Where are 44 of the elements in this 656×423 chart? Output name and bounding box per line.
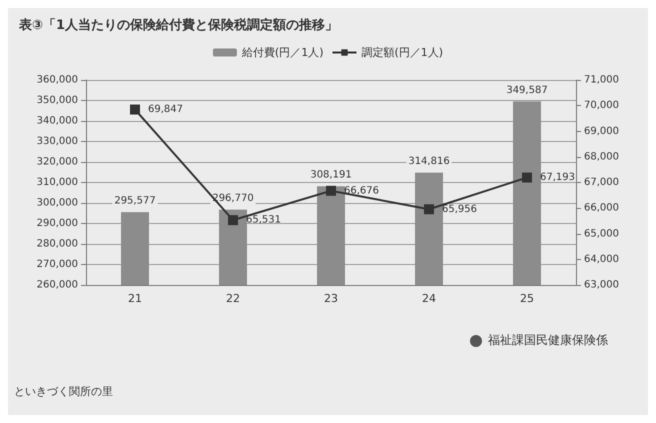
data-label: 308,191 xyxy=(310,170,352,181)
point xyxy=(130,104,140,115)
data-label: 67,193 xyxy=(540,172,575,184)
x-tick-label: 21 xyxy=(128,292,142,305)
data-label: 295,577 xyxy=(114,196,156,207)
legend-label: 給付費(円／1人) xyxy=(240,46,324,59)
y2-tick-label: 69,000 xyxy=(584,126,619,137)
y-tick-label: 280,000 xyxy=(36,238,78,250)
point xyxy=(522,172,532,183)
x-tick-label: 25 xyxy=(520,292,534,305)
y-tick-label: 350,000 xyxy=(36,95,78,106)
point xyxy=(228,215,238,226)
x-tick-label: 22 xyxy=(226,292,240,305)
y-tick-label: 290,000 xyxy=(36,218,78,229)
data-label: 314,816 xyxy=(408,156,450,168)
y-tick-label: 310,000 xyxy=(36,177,78,188)
data-label: 69,847 xyxy=(148,104,183,116)
y2-tick-label: 68,000 xyxy=(584,151,619,162)
y-tick-label: 320,000 xyxy=(36,156,78,168)
y2-tick-label: 63,000 xyxy=(584,280,619,290)
y2-tick-label: 71,000 xyxy=(584,74,619,86)
data-label: 65,531 xyxy=(246,214,281,226)
y-tick-label: 360,000 xyxy=(36,74,78,86)
y2-tick-label: 70,000 xyxy=(584,100,619,112)
data-label: 65,956 xyxy=(442,204,477,215)
y2-tick-label: 66,000 xyxy=(584,202,619,214)
y-tick-label: 340,000 xyxy=(36,116,78,126)
y2-tick-label: 65,000 xyxy=(584,228,619,240)
y2-tick-label: 67,000 xyxy=(584,177,619,188)
legend-label: 調定額(円／1人) xyxy=(362,46,444,59)
y-tick-label: 300,000 xyxy=(36,198,78,208)
y-tick-label: 260,000 xyxy=(36,280,78,290)
chart-title: 表③「1人当たりの保険給付費と保険税調定額の推移」 xyxy=(18,17,338,33)
y-tick-label: 330,000 xyxy=(36,136,78,147)
point xyxy=(424,204,434,214)
x-tick-label: 24 xyxy=(422,292,436,305)
text: 福祉課国民健康保険係 xyxy=(488,333,608,347)
text: といきづく関所の里 xyxy=(14,385,113,398)
x-tick-label: 23 xyxy=(324,292,338,305)
y-tick-label: 270,000 xyxy=(36,259,78,270)
data-label: 66,676 xyxy=(344,185,379,196)
y2-tick-label: 64,000 xyxy=(584,254,619,265)
data-label: 349,587 xyxy=(506,84,548,96)
point xyxy=(326,186,336,196)
